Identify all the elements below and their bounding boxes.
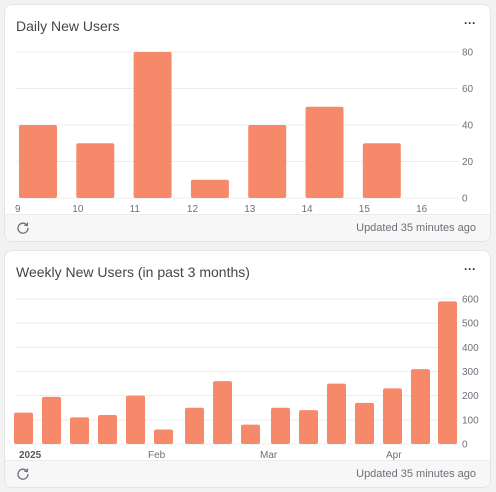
bar	[14, 412, 33, 444]
y-tick-label: 60	[462, 84, 474, 95]
y-tick-label: 40	[462, 121, 474, 132]
y-tick-label: 300	[462, 367, 479, 378]
bar	[213, 381, 232, 444]
bar	[383, 388, 402, 444]
bar	[154, 429, 173, 444]
bar	[133, 52, 172, 198]
updated-timestamp: Updated 35 minutes ago	[356, 468, 476, 480]
bar	[190, 179, 229, 198]
more-options-button[interactable]: ···	[464, 262, 476, 276]
x-tick-label: Mar	[260, 450, 278, 461]
updated-timestamp: Updated 35 minutes ago	[356, 222, 476, 234]
y-tick-label: 500	[462, 319, 479, 330]
y-tick-label: 200	[462, 391, 479, 402]
bar	[185, 407, 204, 444]
bar	[327, 383, 346, 444]
y-tick-label: 100	[462, 415, 479, 426]
x-tick-label: 9	[15, 204, 21, 215]
x-tick-label: 14	[302, 204, 314, 215]
weekly-new-users-card: Weekly New Users (in past 3 months) ··· …	[4, 250, 491, 488]
x-tick-label: Feb	[148, 450, 166, 461]
weekly-new-users-chart: 0 100 200 300 400 500 600 2025 Feb Mar Apr	[14, 295, 479, 461]
card-footer: Updated 35 minutes ago	[5, 460, 490, 487]
refresh-icon[interactable]	[16, 221, 30, 235]
bar	[248, 125, 287, 198]
bar	[438, 301, 457, 444]
x-tick-label: 11	[130, 204, 141, 215]
y-tick-label: 0	[462, 440, 468, 451]
bar	[305, 106, 344, 198]
daily-new-users-card: Daily New Users ··· 0 20 40 60 80 9 10 11 12 13 14…	[4, 4, 491, 242]
card-title: Daily New Users	[16, 18, 120, 34]
bar	[19, 125, 57, 198]
bar	[126, 395, 145, 444]
bar	[70, 417, 89, 444]
refresh-icon[interactable]	[16, 467, 30, 481]
bar	[411, 369, 430, 444]
daily-new-users-chart: 0 20 40 60 80 9 10 11 12 13 14 15 16	[15, 48, 474, 215]
bar	[98, 415, 117, 444]
bar	[241, 424, 260, 444]
more-options-button[interactable]: ···	[464, 16, 476, 30]
bar	[76, 143, 115, 198]
y-tick-label: 0	[462, 194, 468, 205]
x-tick-label: 13	[244, 204, 256, 215]
x-tick-label: 2025	[19, 450, 42, 461]
y-tick-label: 80	[462, 48, 474, 59]
bar	[42, 396, 61, 444]
x-tick-label: 16	[416, 204, 428, 215]
x-tick-label: Apr	[386, 450, 402, 461]
y-tick-label: 20	[462, 157, 474, 168]
bar	[299, 410, 318, 444]
card-title: Weekly New Users (in past 3 months)	[16, 264, 250, 280]
card-footer: Updated 35 minutes ago	[5, 214, 490, 241]
y-tick-label: 400	[462, 343, 479, 354]
bar	[362, 143, 401, 198]
bar	[355, 402, 374, 444]
x-tick-label: 12	[187, 204, 199, 215]
x-tick-label: 15	[359, 204, 371, 215]
x-tick-label: 10	[72, 204, 84, 215]
bar	[271, 407, 290, 444]
y-tick-label: 600	[462, 295, 479, 306]
